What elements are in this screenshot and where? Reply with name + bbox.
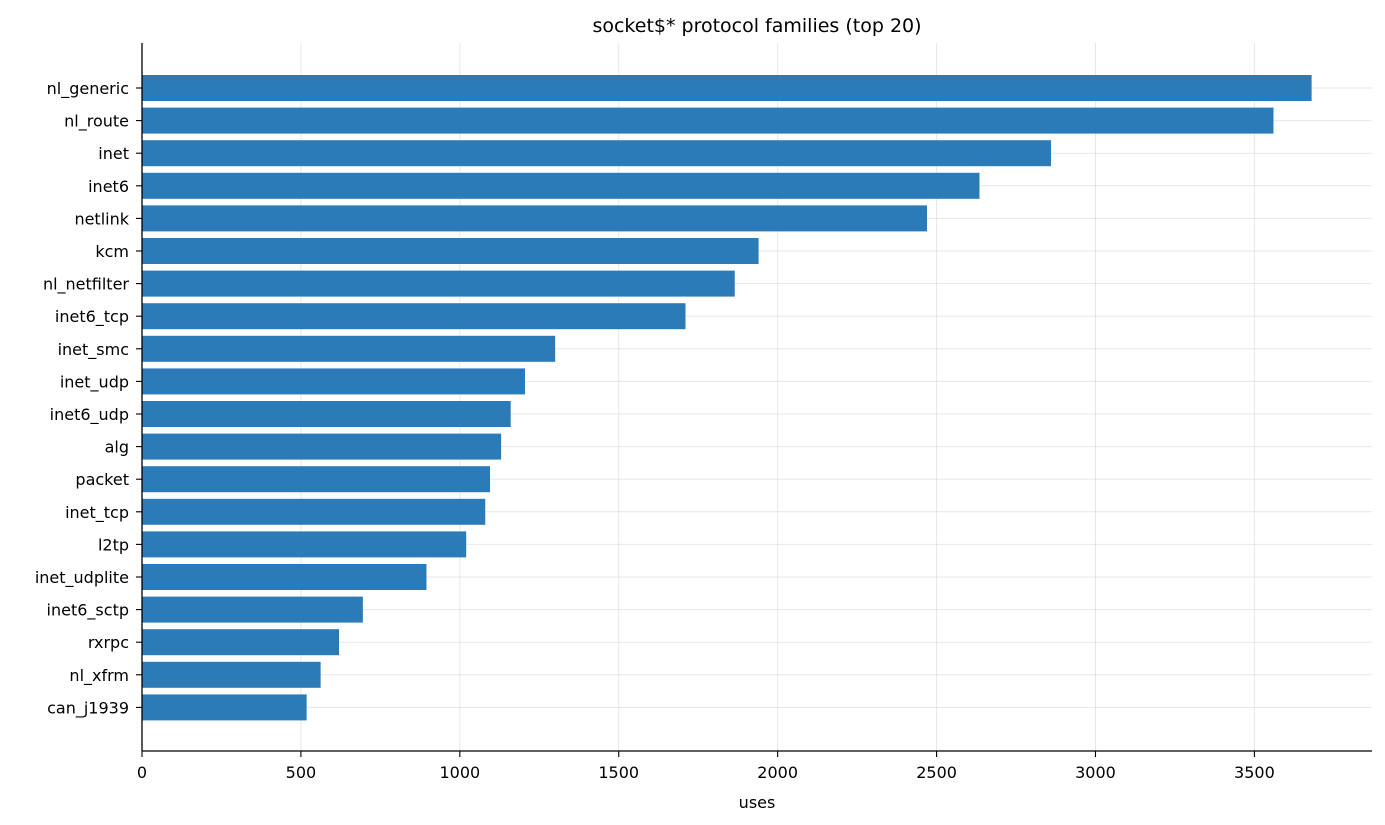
bar-inet_smc (142, 335, 556, 362)
bar-rxrpc (142, 629, 340, 656)
bar-inet_udplite (142, 564, 427, 590)
y-tick-label: nl_netfilter (43, 275, 129, 295)
bar-nl_route (142, 107, 1274, 134)
bar-nl_xfrm (142, 661, 321, 688)
y-tick-label: nl_generic (47, 79, 129, 99)
chart-title: socket$* protocol families (top 20) (592, 15, 921, 37)
bar-inet6_udp (142, 401, 511, 427)
bars (142, 75, 1312, 721)
y-tick-label: l2tp (98, 535, 129, 554)
x-tick-label: 2000 (757, 763, 798, 782)
bar-inet (142, 140, 1051, 167)
x-tick-label: 0 (137, 763, 147, 782)
x-tick-label: 500 (286, 763, 317, 782)
bar-inet6 (142, 172, 980, 199)
x-tick-label: 1000 (439, 763, 480, 782)
y-tick-label: can_j1939 (47, 698, 129, 718)
y-tick-label: kcm (95, 242, 129, 261)
bar-nl_netfilter (142, 270, 735, 297)
bar-nl_generic (142, 75, 1312, 101)
y-tick-label: netlink (74, 209, 129, 228)
bar-netlink (142, 205, 928, 232)
y-tick-label: inet6_udp (50, 405, 129, 425)
y-tick-label: nl_route (64, 112, 129, 132)
bar-inet_tcp (142, 498, 486, 525)
bar-can_j1939 (142, 694, 307, 721)
y-tick-label: inet_udp (60, 372, 129, 392)
bar-inet_udp (142, 368, 525, 395)
x-tick-labels: 0 500 1000 1500 2000 2500 3000 3500 (137, 751, 1275, 782)
x-tick-label: 3000 (1075, 763, 1116, 782)
y-tick-label: inet_tcp (65, 503, 129, 523)
y-tick-label: packet (75, 470, 129, 489)
bar-alg (142, 433, 502, 460)
bar-inet6_sctp (142, 596, 363, 623)
x-tick-label: 3500 (1234, 763, 1275, 782)
bar-l2tp (142, 531, 467, 558)
y-tick-label: inet6_sctp (47, 601, 129, 621)
y-tick-label: inet_udplite (35, 568, 129, 588)
y-tick-label: rxrpc (88, 633, 129, 652)
y-tick-label: nl_xfrm (69, 666, 129, 686)
y-tick-label: inet_smc (58, 340, 129, 360)
bar-packet (142, 466, 491, 493)
bar-kcm (142, 238, 759, 264)
y-tick-label: inet (98, 144, 129, 163)
x-axis-label: uses (739, 793, 776, 812)
x-tick-label: 1500 (598, 763, 639, 782)
x-tick-label: 2500 (916, 763, 957, 782)
y-tick-label: inet6_tcp (55, 307, 129, 327)
bar-inet6_tcp (142, 303, 686, 330)
y-tick-label: alg (105, 438, 129, 457)
y-tick-label: inet6 (88, 177, 129, 196)
